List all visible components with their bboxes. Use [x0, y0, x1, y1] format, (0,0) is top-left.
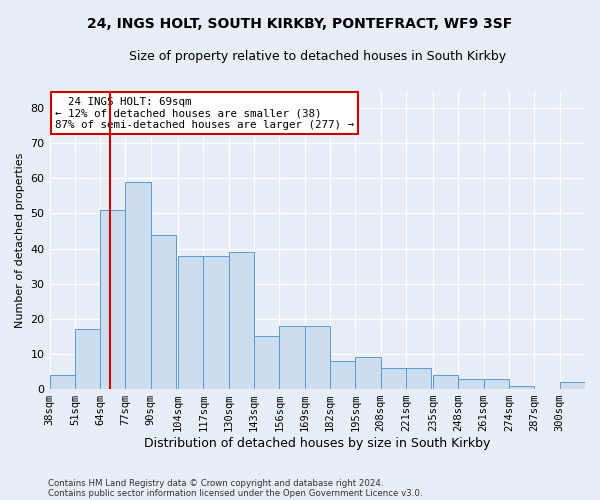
Bar [355, 358, 380, 389]
Bar [254, 336, 280, 389]
Bar [330, 361, 355, 389]
Bar [458, 378, 484, 389]
Bar [75, 330, 100, 389]
Bar [125, 182, 151, 389]
Bar [50, 375, 75, 389]
Bar [203, 256, 229, 389]
Bar [433, 375, 458, 389]
Bar [305, 326, 330, 389]
Bar [280, 326, 305, 389]
Text: Contains HM Land Registry data © Crown copyright and database right 2024.: Contains HM Land Registry data © Crown c… [48, 478, 383, 488]
X-axis label: Distribution of detached houses by size in South Kirkby: Distribution of detached houses by size … [144, 437, 490, 450]
Bar [229, 252, 254, 389]
Bar [100, 210, 125, 389]
Bar [178, 256, 203, 389]
Bar [406, 368, 431, 389]
Text: 24 INGS HOLT: 69sqm  
← 12% of detached houses are smaller (38)
87% of semi-deta: 24 INGS HOLT: 69sqm ← 12% of detached ho… [55, 96, 354, 130]
Title: Size of property relative to detached houses in South Kirkby: Size of property relative to detached ho… [129, 50, 506, 63]
Y-axis label: Number of detached properties: Number of detached properties [15, 152, 25, 328]
Text: Contains public sector information licensed under the Open Government Licence v3: Contains public sector information licen… [48, 488, 422, 498]
Bar [509, 386, 535, 389]
Text: 24, INGS HOLT, SOUTH KIRKBY, PONTEFRACT, WF9 3SF: 24, INGS HOLT, SOUTH KIRKBY, PONTEFRACT,… [88, 18, 512, 32]
Bar [560, 382, 585, 389]
Bar [484, 378, 509, 389]
Bar [380, 368, 406, 389]
Bar [151, 234, 176, 389]
